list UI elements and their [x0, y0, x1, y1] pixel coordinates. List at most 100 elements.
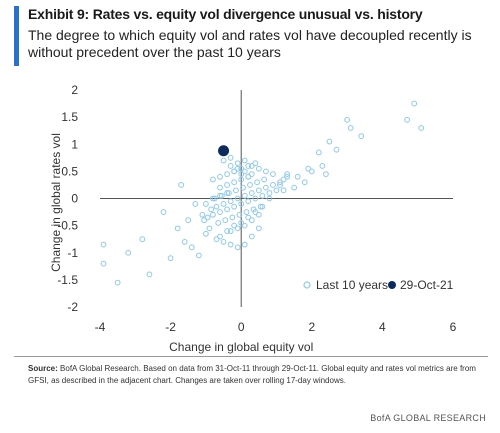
separator — [14, 356, 488, 357]
scatter-point — [273, 187, 280, 194]
scatter-point — [241, 157, 248, 164]
scatter-point — [308, 168, 315, 175]
scatter-point — [245, 198, 252, 205]
scatter-point — [224, 206, 230, 213]
scatter-point — [252, 195, 259, 202]
scatter-point — [234, 165, 241, 172]
scatter-point — [231, 222, 238, 229]
scatter-point — [252, 160, 259, 167]
scatter-point — [100, 260, 107, 267]
scatter-point — [238, 201, 245, 207]
scatter-point — [263, 168, 269, 175]
x-axis-label: Change in global equity vol — [169, 340, 313, 354]
scatter-point — [245, 163, 252, 169]
scatter-point — [248, 233, 255, 240]
scatter-point — [227, 154, 234, 161]
scatter-point — [203, 230, 209, 237]
y-tick-label: 0.5 — [61, 164, 78, 178]
scatter-point — [248, 217, 255, 224]
scatter-point — [305, 165, 312, 172]
scatter-point — [222, 217, 229, 224]
scatter-point — [254, 179, 260, 186]
scatter-point — [418, 125, 425, 131]
scatter-point — [411, 100, 418, 107]
scatter-point — [114, 279, 121, 286]
scatter-point — [266, 195, 273, 202]
scatter-point — [248, 163, 255, 169]
scatter-point — [220, 157, 227, 164]
scatter-point — [234, 195, 241, 202]
scatter-point — [277, 179, 283, 186]
scatter-point — [204, 214, 211, 221]
scatter-point — [266, 190, 273, 196]
scatter-point — [215, 220, 222, 226]
scatter-point — [243, 209, 250, 215]
legend-marker-last-10-years — [303, 281, 311, 289]
x-tick-label: 6 — [450, 320, 457, 334]
scatter-point — [234, 244, 241, 251]
scatter-point — [241, 192, 248, 199]
scatter-point — [220, 201, 227, 207]
scatter-point — [211, 195, 218, 202]
scatter-point — [210, 176, 216, 183]
scatter-point — [326, 138, 333, 145]
y-tick-label: -2 — [67, 300, 78, 314]
scatter-chart: -4 -2 0 2 4 6 -2 -1.5 -1 -0.5 0 0.5 1 1.5 2 Change in g… — [49, 83, 457, 354]
scatter-point — [238, 220, 245, 226]
scatter-point — [245, 214, 252, 221]
y-tick-label: -1.5 — [57, 273, 78, 287]
scatter-point — [255, 165, 262, 172]
scatter-point — [291, 184, 298, 191]
scatter-point — [259, 203, 266, 210]
legend-label-29-oct-21: 29-Oct-21 — [400, 278, 454, 292]
scatter-point — [188, 244, 195, 251]
scatter-point — [280, 176, 287, 183]
scatter-point — [236, 211, 243, 218]
scatter-point — [270, 171, 276, 177]
scatter-point — [315, 149, 322, 156]
scatter-point — [100, 241, 107, 248]
scatter-point — [217, 192, 223, 199]
y-tick-label: 0 — [71, 192, 78, 206]
scatter-point — [217, 184, 223, 191]
scatter-point — [241, 241, 248, 248]
highlight-point — [218, 145, 230, 157]
scatter-point — [199, 211, 206, 218]
scatter-point — [404, 116, 411, 123]
scatter-point — [231, 179, 238, 186]
scatter-point — [344, 116, 351, 123]
source-text: BofA Global Research. Based on data from… — [28, 364, 476, 385]
scatter-point — [263, 184, 269, 191]
scatter-point — [203, 201, 209, 207]
source-label: Source: — [28, 364, 58, 373]
scatter-point — [220, 239, 227, 245]
brand-footer: BofA GLOBAL RESEARCH — [370, 413, 486, 423]
scatter-point — [261, 176, 268, 183]
source-note: Source: BofA Global Research. Based on d… — [28, 363, 483, 387]
scatter-point — [178, 182, 185, 188]
scatter-point — [333, 146, 340, 153]
scatter-point — [218, 192, 225, 199]
scatter-point — [255, 187, 262, 194]
scatter-point — [174, 225, 181, 232]
x-tick-label: 0 — [238, 320, 245, 334]
scatter-point — [225, 190, 232, 196]
legend-label-last-10-years: Last 10 years — [316, 278, 388, 292]
page-subtitle: The degree to which equity vol and rates… — [28, 27, 472, 60]
scatter-point — [217, 173, 223, 180]
scatter-point — [248, 171, 255, 177]
scatter-point — [224, 190, 230, 196]
scatter-point — [231, 203, 238, 210]
scatter-point — [358, 133, 365, 140]
scatter-point — [217, 209, 223, 215]
scatter-point — [195, 252, 202, 259]
scatter-point — [233, 187, 239, 194]
scatter-point — [241, 168, 248, 175]
scatter-point — [323, 171, 329, 177]
x-tick-label: 4 — [379, 320, 386, 334]
points — [100, 100, 425, 286]
scatter-point — [347, 125, 354, 131]
scatter-point — [206, 225, 213, 232]
x-tick-label: -4 — [95, 320, 106, 334]
scatter-point — [125, 249, 132, 256]
